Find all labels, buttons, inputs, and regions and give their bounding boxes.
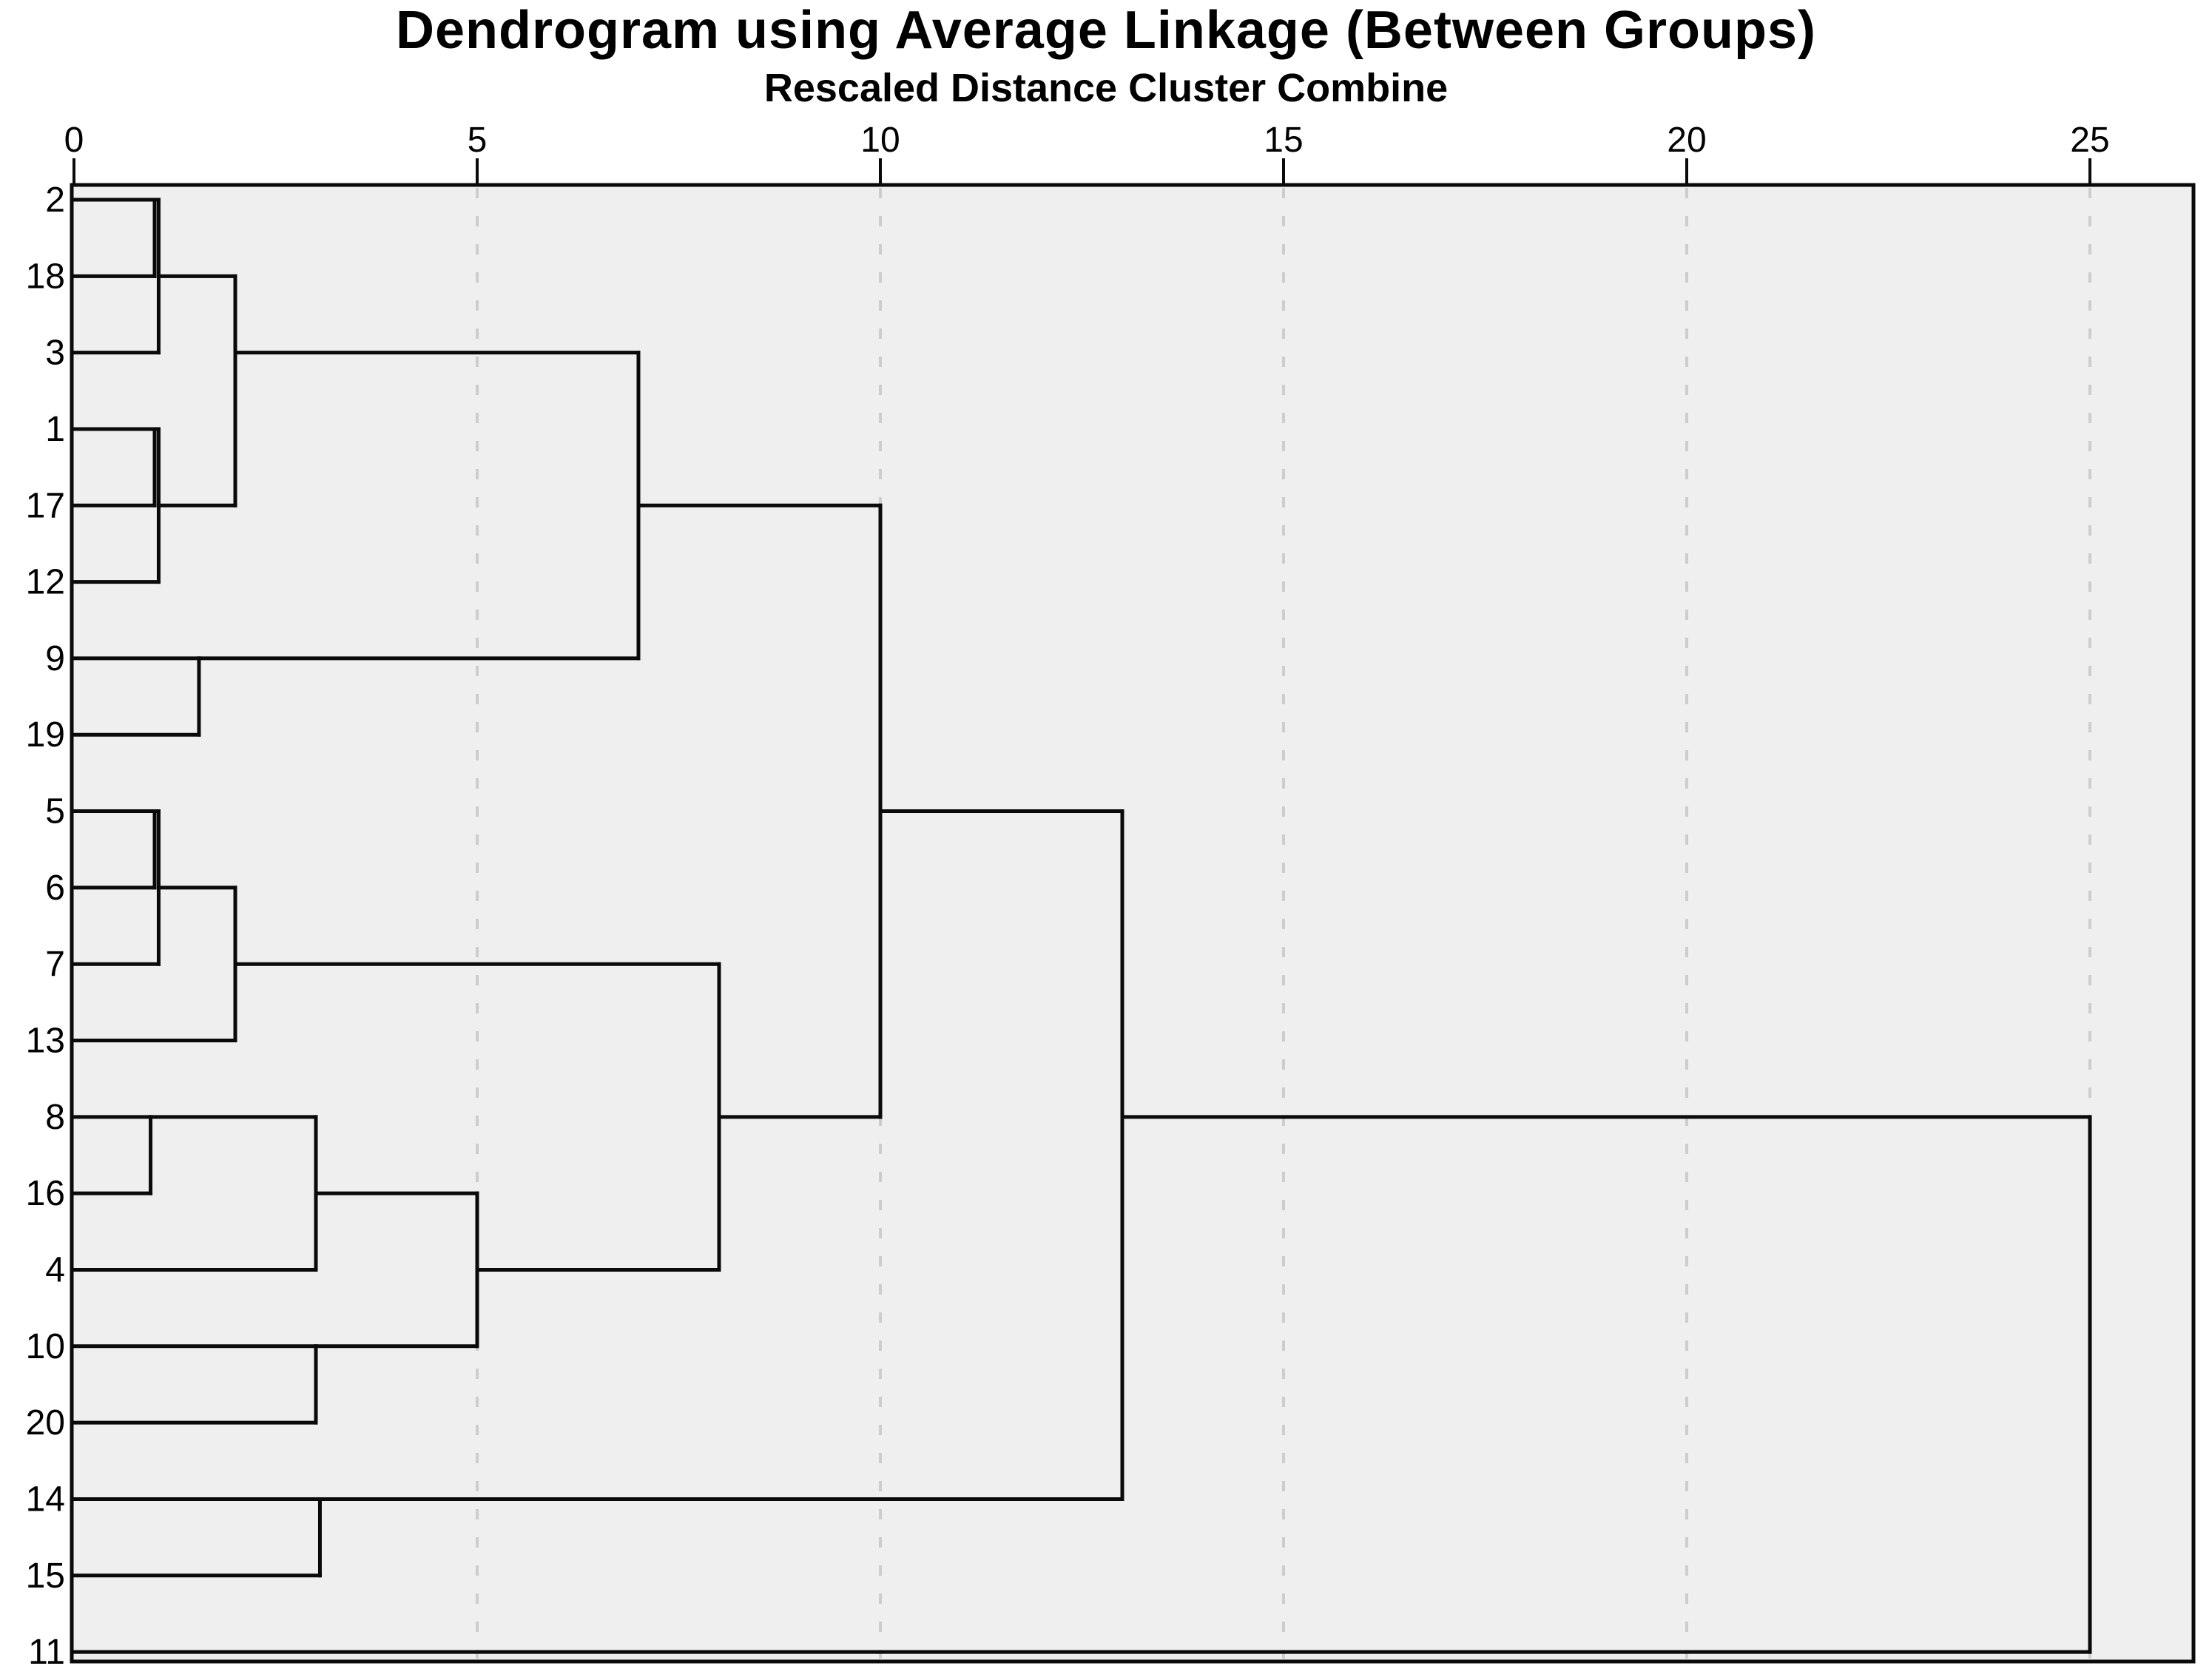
leaf-label: 12: [26, 563, 65, 602]
leaf-label: 6: [45, 868, 65, 908]
tick-label: 10: [860, 121, 900, 160]
plot-area: [70, 183, 2196, 1664]
leaf-label: 1: [45, 410, 65, 449]
leaf-label: 2: [45, 181, 65, 220]
leaf-label: 18: [26, 257, 65, 296]
leaf-label: 20: [26, 1403, 65, 1443]
leaf-label: 5: [45, 792, 65, 831]
leaf-label: 9: [45, 639, 65, 678]
leaf-label: 7: [45, 945, 65, 984]
chart-subtitle: Rescaled Distance Cluster Combine: [763, 66, 1449, 110]
leaf-label: 19: [26, 715, 65, 755]
leaf-label: 10: [26, 1327, 65, 1366]
tick-label: 25: [2070, 121, 2109, 160]
leaf-label: 3: [45, 334, 65, 373]
tick-label: 0: [64, 121, 84, 160]
tick-label: 20: [1667, 121, 1706, 160]
leaf-label: 17: [26, 486, 65, 525]
leaf-label: 13: [26, 1022, 65, 1061]
leaf-label: 14: [26, 1480, 65, 1519]
leaf-label: 8: [45, 1098, 65, 1137]
leaf-label: 16: [26, 1174, 65, 1213]
tick-label: 15: [1264, 121, 1303, 160]
leaf-label: 4: [45, 1250, 65, 1289]
chart-title: Dendrogram using Average Linkage (Betwee…: [395, 1, 1816, 60]
leaf-label: 15: [26, 1556, 65, 1596]
tick-label: 5: [468, 121, 488, 160]
leaf-label: 11: [28, 1633, 65, 1672]
